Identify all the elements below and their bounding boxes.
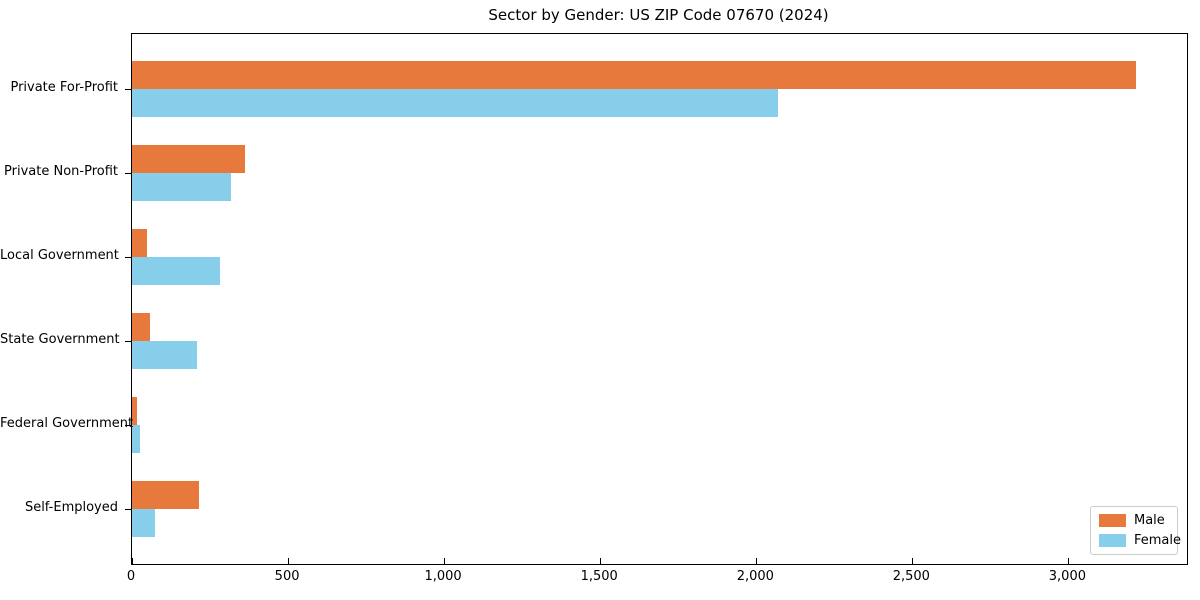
x-tick-label: 0 (126, 569, 136, 584)
chart-title: Sector by Gender: US ZIP Code 07670 (202… (488, 6, 829, 24)
bar-female-3 (132, 257, 220, 285)
legend: Male Female (1090, 506, 1181, 555)
bar-female-2 (132, 173, 232, 201)
x-tick-mark (756, 558, 758, 564)
x-tick-label: 2,500 (892, 569, 930, 584)
bar-male-4 (132, 313, 151, 341)
y-tick-label: Local Government (0, 248, 119, 263)
x-tick-label: 3,000 (1048, 569, 1086, 584)
legend-swatch-female (1099, 534, 1126, 547)
x-tick-label: 1,000 (424, 569, 462, 584)
y-tick-mark (125, 257, 131, 258)
legend-label: Male (1134, 513, 1165, 528)
y-tick-mark (125, 425, 131, 426)
x-tick-mark (912, 558, 914, 564)
y-tick-label: Private Non-Profit (4, 164, 118, 179)
bar-male-1 (132, 61, 1136, 89)
x-tick-label: 1,500 (580, 569, 618, 584)
y-tick-label: State Government (0, 332, 120, 347)
bar-male-6 (132, 481, 200, 509)
x-tick-mark (1068, 558, 1070, 564)
bar-female-6 (132, 509, 156, 537)
x-tick-label: 500 (274, 569, 300, 584)
bar-male-5 (132, 397, 137, 425)
bar-male-2 (132, 145, 245, 173)
x-tick-mark (132, 558, 133, 564)
legend-label: Female (1134, 533, 1182, 548)
x-tick-mark (288, 558, 290, 564)
bar-male-3 (132, 229, 147, 257)
y-tick-label: Self-Employed (24, 500, 118, 515)
legend-item-male: Male (1099, 513, 1169, 528)
y-tick-label: Private For-Profit (10, 80, 118, 95)
y-tick-mark (125, 89, 131, 90)
bar-female-1 (132, 89, 779, 117)
x-tick-mark (444, 558, 446, 564)
y-tick-mark (125, 341, 131, 342)
x-tick-label: 2,000 (736, 569, 774, 584)
legend-swatch-male (1099, 514, 1126, 527)
plot-area (125, 33, 1188, 565)
y-tick-label: Federal Government (0, 416, 134, 431)
bar-female-5 (132, 425, 141, 453)
x-tick-mark (600, 558, 602, 564)
legend-item-female: Female (1099, 533, 1181, 548)
y-tick-mark (125, 509, 131, 510)
y-tick-mark (125, 173, 131, 174)
bar-female-4 (132, 341, 197, 369)
